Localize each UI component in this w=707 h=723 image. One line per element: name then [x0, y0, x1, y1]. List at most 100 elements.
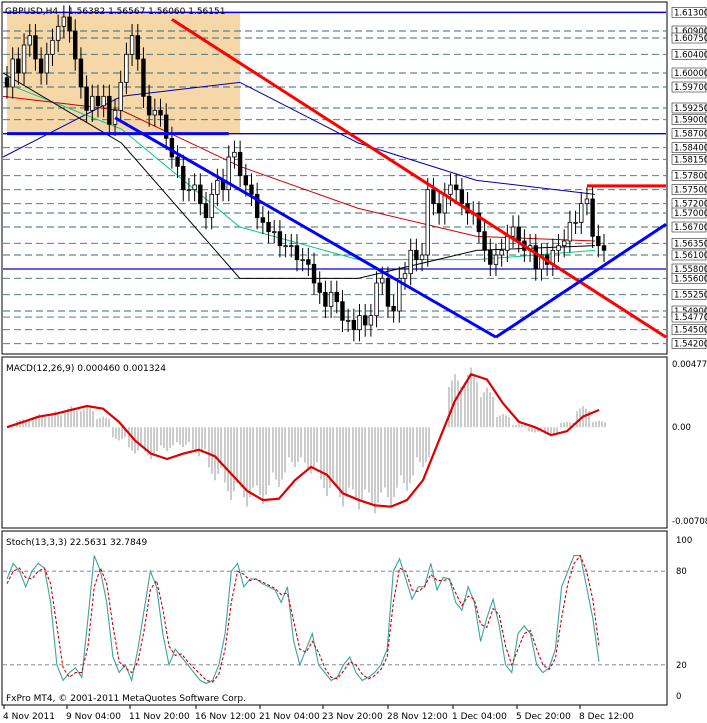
candle-body — [459, 189, 465, 205]
price-tick-label: 1.57800 — [674, 172, 707, 182]
time-tick-label: 21 Nov 04:00 — [259, 712, 320, 722]
price-tag-box — [671, 32, 707, 44]
candle-body — [21, 44, 27, 74]
candle-body — [374, 282, 379, 317]
price-tick-label: 1.54200 — [674, 340, 707, 350]
candle-body — [215, 179, 220, 195]
price-tag-box — [671, 114, 707, 125]
candle-body — [317, 282, 322, 293]
footer-copyright: FxPro MT4, © 2001-2011 MetaQuotes Softwa… — [6, 694, 246, 704]
candle-body — [300, 259, 305, 262]
candle-body — [567, 221, 573, 242]
price-tick-label: 1.55800 — [674, 265, 707, 275]
macd-tick-label: -0.00708 — [672, 517, 707, 527]
price-tick-label: 1.59700 — [674, 83, 707, 93]
candle-body — [334, 291, 339, 303]
price-tick-label: 1.59250 — [674, 104, 707, 114]
ohlc-header: 1.56382 1.56567 1.56060 1.56151 — [68, 7, 225, 17]
candle-body — [283, 245, 288, 248]
price-tag-box — [671, 311, 707, 323]
price-tag-box — [671, 128, 707, 139]
price-tick-label: 1.57200 — [674, 200, 707, 210]
moving-average-line — [2, 95, 596, 242]
candle-body — [414, 249, 419, 261]
candle-body — [419, 254, 425, 261]
price-tick-label: 1.61300 — [674, 8, 707, 18]
candle-body — [192, 184, 197, 191]
candle-body — [590, 198, 595, 237]
price-tick-label: 1.58700 — [674, 130, 707, 140]
price-tick-label: 1.55250 — [674, 291, 707, 301]
price-tick-label: 1.56100 — [674, 251, 707, 261]
time-tick-label: 4 Nov 2011 — [3, 712, 55, 722]
price-tag-box — [671, 249, 707, 261]
price-tick-label: 1.60900 — [674, 27, 707, 37]
candle-body — [425, 189, 430, 256]
price-tick-label: 1.54770 — [674, 313, 707, 323]
time-tick-label: 5 Dec 20:00 — [516, 712, 571, 722]
candle-body — [533, 245, 538, 270]
candle-body — [243, 175, 248, 186]
candle-body — [44, 53, 49, 74]
candle-body — [95, 95, 101, 107]
candle-body — [266, 221, 271, 233]
candle-body — [4, 77, 10, 88]
candle-body — [357, 315, 362, 331]
candle-body — [226, 156, 231, 191]
candle-body — [402, 273, 408, 279]
moving-average-line — [2, 81, 596, 195]
candle-body — [101, 95, 106, 107]
price-tick-label: 1.60000 — [674, 69, 707, 79]
price-tag-box — [671, 81, 707, 93]
candle-body — [397, 277, 402, 312]
price-tick-label: 1.54500 — [674, 326, 707, 336]
stoch-signal-line — [6, 554, 600, 683]
candle-body — [579, 203, 584, 223]
macd-signal-line — [6, 372, 600, 508]
candle-body — [124, 53, 129, 83]
candle-body — [237, 151, 243, 177]
candle-body — [198, 184, 203, 205]
candle-body — [311, 263, 317, 284]
candle-body — [84, 86, 89, 111]
time-tick-label: 1 Dec 04:00 — [452, 712, 507, 722]
candle-body — [38, 58, 44, 74]
price-tick-label: 1.59000 — [674, 116, 707, 126]
panel-frames — [1, 1, 668, 706]
candle-body — [289, 245, 294, 248]
candle-body — [328, 291, 334, 307]
candle-body — [453, 184, 459, 191]
candle-body — [118, 81, 123, 111]
candle-body — [340, 301, 345, 321]
candle-body — [203, 203, 209, 219]
candle-body — [306, 259, 311, 265]
candle-body — [90, 95, 95, 111]
candle-body — [27, 35, 32, 46]
candle-body — [158, 109, 163, 116]
stoch-panel-frame — [1, 530, 668, 706]
candle-body — [129, 35, 135, 55]
price-tag-box — [671, 49, 707, 60]
price-tag-box — [671, 221, 707, 233]
candle-body — [10, 58, 15, 88]
candle-body — [152, 109, 158, 116]
price-tag-box — [671, 324, 707, 335]
price-tick-label: 1.60750 — [674, 34, 707, 44]
price-tick-label: 1.55600 — [674, 274, 707, 284]
price-tick-label: 1.58400 — [674, 144, 707, 154]
candle-body — [16, 58, 21, 74]
candle-body — [33, 35, 38, 60]
price-tag-box — [671, 102, 707, 114]
candle-body — [232, 151, 237, 158]
time-tick-label: 9 Nov 04:00 — [66, 712, 121, 722]
candle-body — [345, 319, 351, 322]
stoch-tick-label: 0 — [676, 692, 681, 702]
candle-body — [431, 189, 436, 205]
candle-body — [436, 203, 442, 214]
macd-panel[interactable]: 0.00477 0.00 -0.00708 — [1, 360, 707, 527]
stoch-panel[interactable]: 100 80 20 0 — [3, 536, 692, 702]
candle-body — [163, 114, 169, 139]
